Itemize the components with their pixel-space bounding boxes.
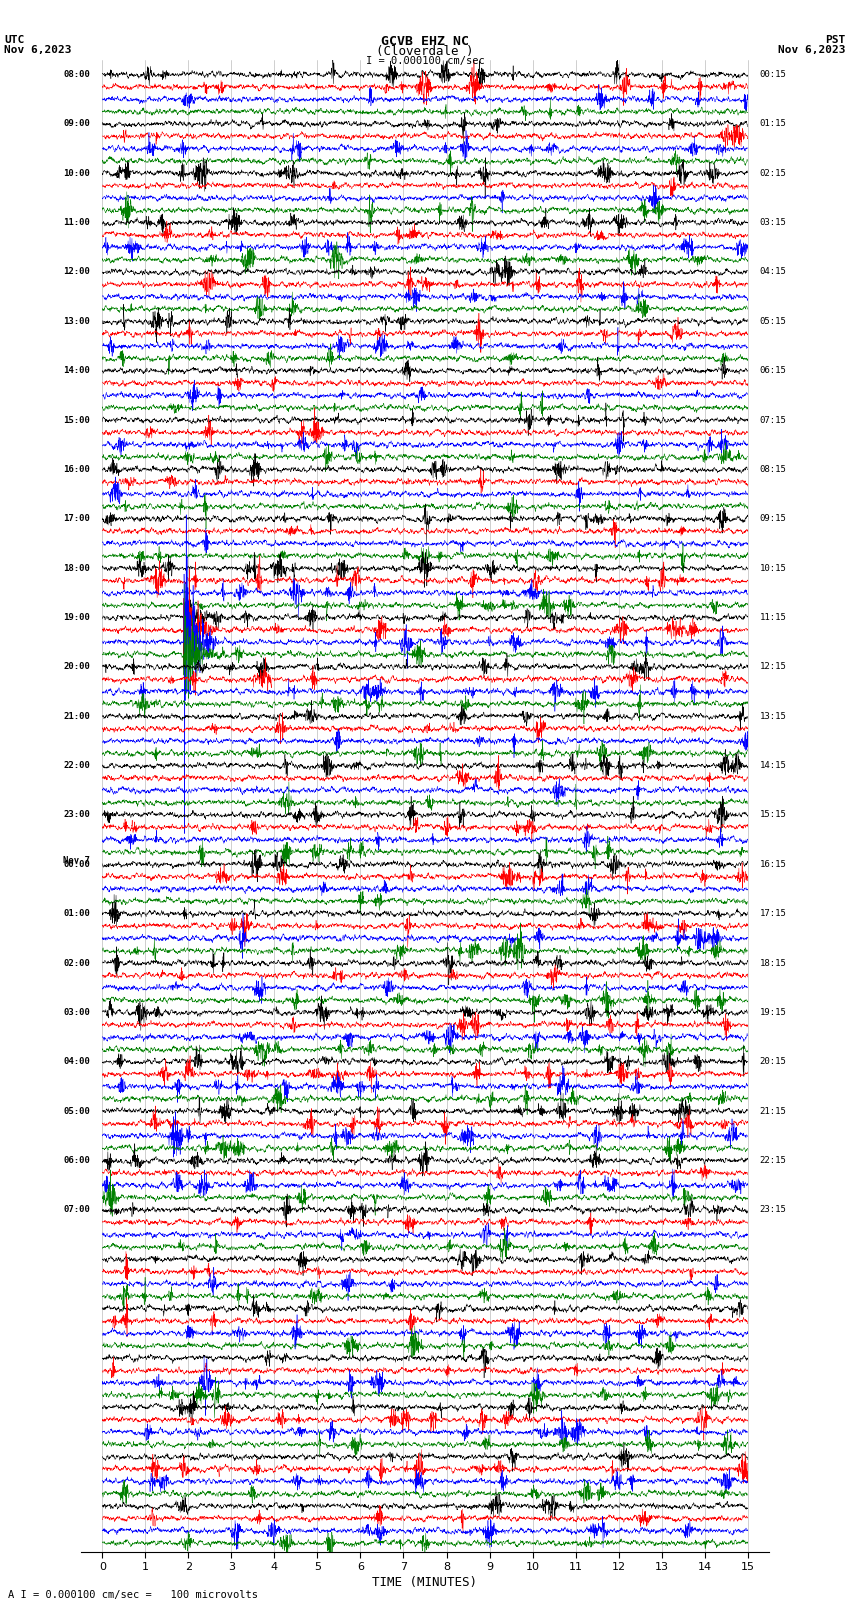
Text: Nov 6,2023: Nov 6,2023	[4, 45, 71, 55]
Text: (Cloverdale ): (Cloverdale )	[377, 45, 473, 58]
Text: 14:00: 14:00	[64, 366, 90, 376]
Text: 11:00: 11:00	[64, 218, 90, 227]
Text: 07:00: 07:00	[64, 1205, 90, 1215]
Text: 06:15: 06:15	[760, 366, 786, 376]
Text: 12:00: 12:00	[64, 268, 90, 276]
Text: 09:00: 09:00	[64, 119, 90, 129]
Text: 12:15: 12:15	[760, 663, 786, 671]
Text: 15:00: 15:00	[64, 416, 90, 424]
Text: 04:00: 04:00	[64, 1057, 90, 1066]
Text: 03:15: 03:15	[760, 218, 786, 227]
Text: 00:00: 00:00	[64, 860, 90, 869]
Text: 18:00: 18:00	[64, 563, 90, 573]
Text: 06:00: 06:00	[64, 1157, 90, 1165]
Text: 22:15: 22:15	[760, 1157, 786, 1165]
Text: 18:15: 18:15	[760, 958, 786, 968]
Text: I = 0.000100 cm/sec: I = 0.000100 cm/sec	[366, 56, 484, 66]
Text: 02:15: 02:15	[760, 169, 786, 177]
Text: 10:00: 10:00	[64, 169, 90, 177]
Text: 14:15: 14:15	[760, 761, 786, 769]
Text: 02:00: 02:00	[64, 958, 90, 968]
Text: 10:15: 10:15	[760, 563, 786, 573]
Text: 05:00: 05:00	[64, 1107, 90, 1116]
Text: 04:15: 04:15	[760, 268, 786, 276]
Text: 07:15: 07:15	[760, 416, 786, 424]
Text: 19:00: 19:00	[64, 613, 90, 623]
Text: Nov 7: Nov 7	[64, 857, 90, 865]
Text: 22:00: 22:00	[64, 761, 90, 769]
Text: 13:00: 13:00	[64, 316, 90, 326]
Text: UTC: UTC	[4, 35, 25, 45]
Text: 21:00: 21:00	[64, 711, 90, 721]
Text: 00:15: 00:15	[760, 69, 786, 79]
Text: 17:15: 17:15	[760, 910, 786, 918]
Text: A I = 0.000100 cm/sec =   100 microvolts: A I = 0.000100 cm/sec = 100 microvolts	[8, 1590, 258, 1600]
Text: 05:15: 05:15	[760, 316, 786, 326]
Text: 13:15: 13:15	[760, 711, 786, 721]
Text: 01:00: 01:00	[64, 910, 90, 918]
Text: 09:15: 09:15	[760, 515, 786, 523]
Text: 17:00: 17:00	[64, 515, 90, 523]
Text: 03:00: 03:00	[64, 1008, 90, 1016]
Text: 21:15: 21:15	[760, 1107, 786, 1116]
Text: 23:15: 23:15	[760, 1205, 786, 1215]
X-axis label: TIME (MINUTES): TIME (MINUTES)	[372, 1576, 478, 1589]
Text: 08:15: 08:15	[760, 465, 786, 474]
Text: 16:00: 16:00	[64, 465, 90, 474]
Text: 20:00: 20:00	[64, 663, 90, 671]
Text: Nov 6,2023: Nov 6,2023	[779, 45, 846, 55]
Text: 16:15: 16:15	[760, 860, 786, 869]
Text: 23:00: 23:00	[64, 810, 90, 819]
Text: 15:15: 15:15	[760, 810, 786, 819]
Text: 20:15: 20:15	[760, 1057, 786, 1066]
Text: 01:15: 01:15	[760, 119, 786, 129]
Text: 08:00: 08:00	[64, 69, 90, 79]
Text: GCVB EHZ NC: GCVB EHZ NC	[381, 35, 469, 48]
Text: 11:15: 11:15	[760, 613, 786, 623]
Text: PST: PST	[825, 35, 846, 45]
Text: 19:15: 19:15	[760, 1008, 786, 1016]
